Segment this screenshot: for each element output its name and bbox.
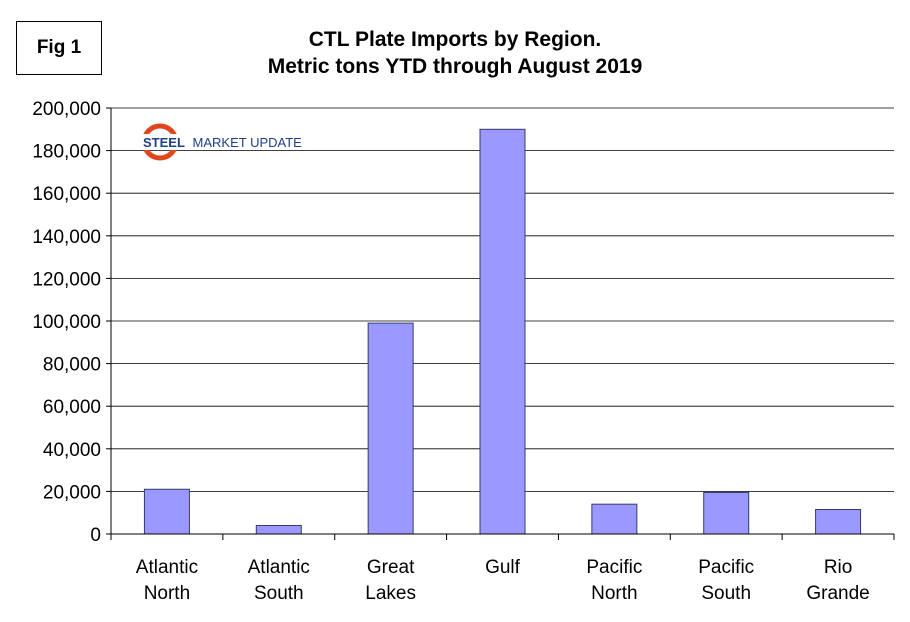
bar-atlantic-north <box>143 488 190 535</box>
x-category-label-0: Atlantic North <box>136 557 198 604</box>
x-category-label-2: Great Lakes <box>365 557 416 604</box>
bar-great-lakes <box>367 322 414 535</box>
figure-label: Fig 1 <box>16 21 102 75</box>
y-tick-label-3: 60,000 <box>43 397 101 418</box>
y-tick-label-0: 0 <box>90 525 101 546</box>
bar-gulf <box>479 128 526 535</box>
chart-title-line-2: Metric tons YTD through August 2019 <box>268 55 643 78</box>
logo-word-market-update: MARKET UPDATE <box>193 135 303 150</box>
svg-text:STEEL MARKET UPDATE: STEEL MARKET UPDATE <box>143 135 302 150</box>
chart-title-line-1: CTL Plate Imports by Region. <box>309 28 601 51</box>
x-axis-category-labels: Atlantic North Atlantic South Great Lakes Gulf… <box>136 557 870 604</box>
x-category-label-3: Gulf <box>485 557 521 578</box>
y-tick-label-5: 100,000 <box>32 312 101 333</box>
y-tick-label-7: 140,000 <box>32 227 101 248</box>
y-tick-label-6: 120,000 <box>32 269 101 290</box>
logo-word-steel: STEEL <box>143 135 185 150</box>
bar-rio-grande <box>815 509 862 535</box>
x-category-label-5: Pacific South <box>698 557 754 604</box>
axes <box>106 107 895 540</box>
chart-title: CTL Plate Imports by Region. Metric tons … <box>268 28 643 78</box>
y-tick-label-10: 200,000 <box>32 99 101 120</box>
bars <box>143 128 862 535</box>
y-tick-label-8: 160,000 <box>32 184 101 205</box>
y-tick-label-4: 80,000 <box>43 355 101 376</box>
y-tick-label-1: 20,000 <box>43 482 101 503</box>
bar-pacific-north <box>591 503 638 535</box>
y-tick-label-9: 180,000 <box>32 142 101 163</box>
x-category-label-1: Atlantic South <box>248 557 310 604</box>
y-axis-tick-labels: 0 20,000 40,000 60,000 80,000 100,000 120,000 1… <box>32 99 101 546</box>
bar-atlantic-south <box>255 524 302 535</box>
y-tick-label-2: 40,000 <box>43 440 101 461</box>
x-category-label-6: Rio Grande <box>806 557 869 604</box>
x-category-label-4: Pacific North <box>586 557 642 604</box>
steel-market-update-logo: STEEL MARKET UPDATE <box>138 123 302 161</box>
bar-pacific-south <box>703 491 750 535</box>
